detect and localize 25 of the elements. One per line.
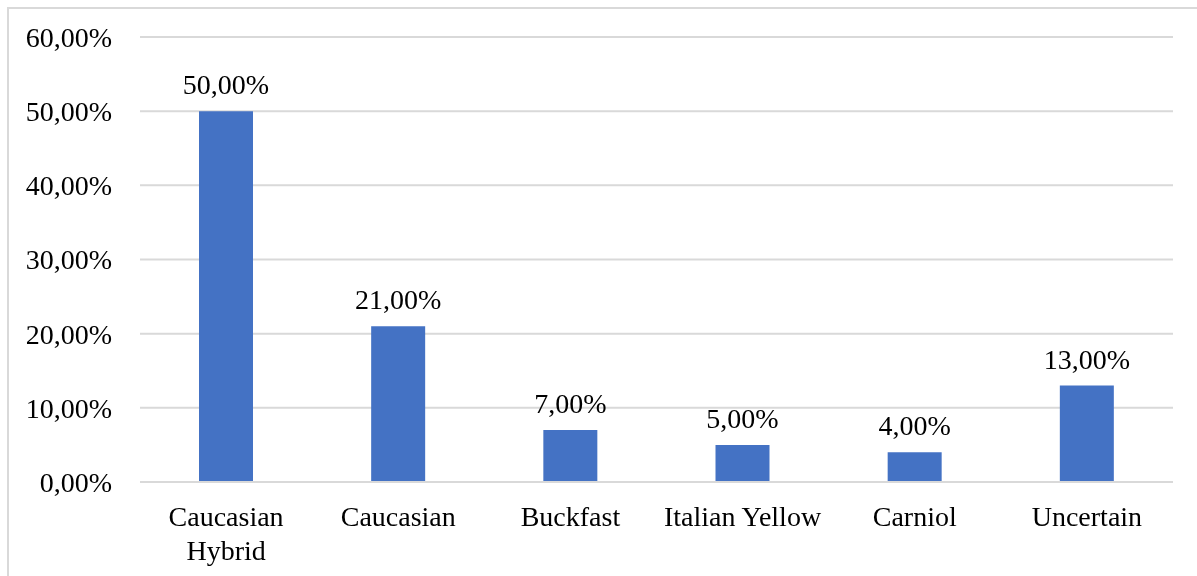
data-label: 5,00% bbox=[706, 402, 779, 434]
y-tick-label: 20,00% bbox=[25, 318, 112, 350]
x-tick-label: Buckfast bbox=[520, 500, 621, 532]
bar bbox=[371, 326, 426, 482]
x-tick-label: Italian Yellow bbox=[664, 500, 822, 532]
bar bbox=[887, 452, 942, 482]
y-tick-label: 10,00% bbox=[25, 392, 112, 424]
bar bbox=[543, 430, 598, 482]
x-tick-label: Caucasian bbox=[340, 500, 456, 532]
data-label: 7,00% bbox=[534, 388, 607, 420]
y-tick-label: 60,00% bbox=[25, 21, 112, 53]
bar bbox=[199, 111, 253, 482]
y-tick-label: 0,00% bbox=[39, 466, 112, 498]
data-label: 21,00% bbox=[355, 284, 442, 316]
data-label: 50,00% bbox=[182, 69, 270, 101]
x-tick-label: Caucasian Hybrid bbox=[168, 500, 284, 566]
data-label: 4,00% bbox=[878, 410, 951, 442]
y-tick-label: 40,00% bbox=[25, 170, 112, 202]
y-tick-label: 50,00% bbox=[25, 96, 112, 128]
y-tick-label: 30,00% bbox=[25, 244, 112, 276]
x-tick-label: Carniol bbox=[872, 500, 957, 532]
x-tick-label: Uncertain bbox=[1031, 500, 1143, 532]
data-label: 13,00% bbox=[1043, 343, 1130, 375]
bar bbox=[1059, 385, 1114, 482]
bar bbox=[715, 444, 770, 482]
